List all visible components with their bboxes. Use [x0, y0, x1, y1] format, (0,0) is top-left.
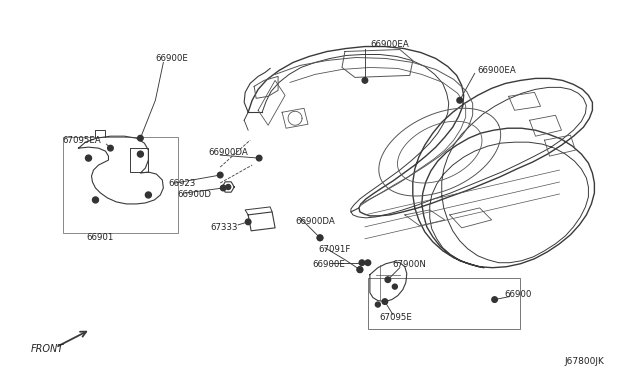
- Circle shape: [357, 267, 363, 272]
- Circle shape: [365, 260, 371, 266]
- Bar: [63, 137, 179, 233]
- Text: 66901: 66901: [87, 233, 114, 242]
- Circle shape: [376, 302, 380, 307]
- Text: 66900: 66900: [504, 290, 532, 299]
- Circle shape: [317, 235, 323, 241]
- Text: 66900E: 66900E: [156, 54, 188, 63]
- Circle shape: [145, 192, 152, 198]
- Circle shape: [138, 135, 143, 141]
- Text: 67900N: 67900N: [393, 260, 427, 269]
- Text: J67800JK: J67800JK: [564, 357, 604, 366]
- Circle shape: [359, 260, 365, 266]
- Circle shape: [357, 267, 363, 272]
- Text: 67333: 67333: [210, 223, 237, 232]
- Text: 66900D: 66900D: [177, 190, 211, 199]
- Circle shape: [492, 297, 497, 302]
- Circle shape: [86, 155, 92, 161]
- Bar: [368, 278, 520, 330]
- Circle shape: [218, 172, 223, 178]
- Circle shape: [138, 151, 143, 157]
- Circle shape: [457, 97, 463, 103]
- Circle shape: [317, 235, 323, 241]
- Circle shape: [108, 145, 113, 151]
- Text: 66900E: 66900E: [312, 260, 345, 269]
- Text: 66923: 66923: [168, 179, 196, 187]
- Text: FRONT: FRONT: [31, 344, 64, 355]
- Text: 66900EA: 66900EA: [370, 40, 409, 49]
- Text: 66900DA: 66900DA: [208, 148, 248, 157]
- Text: 67095EA: 67095EA: [63, 136, 101, 145]
- Text: 66900DA: 66900DA: [295, 217, 335, 227]
- Circle shape: [257, 155, 262, 161]
- Circle shape: [245, 219, 251, 225]
- Circle shape: [226, 185, 230, 189]
- Text: 66900EA: 66900EA: [477, 66, 516, 75]
- Text: 67095E: 67095E: [380, 313, 413, 322]
- Circle shape: [93, 197, 99, 203]
- Circle shape: [382, 299, 388, 304]
- Circle shape: [392, 284, 397, 289]
- Circle shape: [385, 277, 390, 282]
- Text: 67091F: 67091F: [318, 245, 350, 254]
- Circle shape: [362, 78, 368, 83]
- Circle shape: [220, 185, 226, 191]
